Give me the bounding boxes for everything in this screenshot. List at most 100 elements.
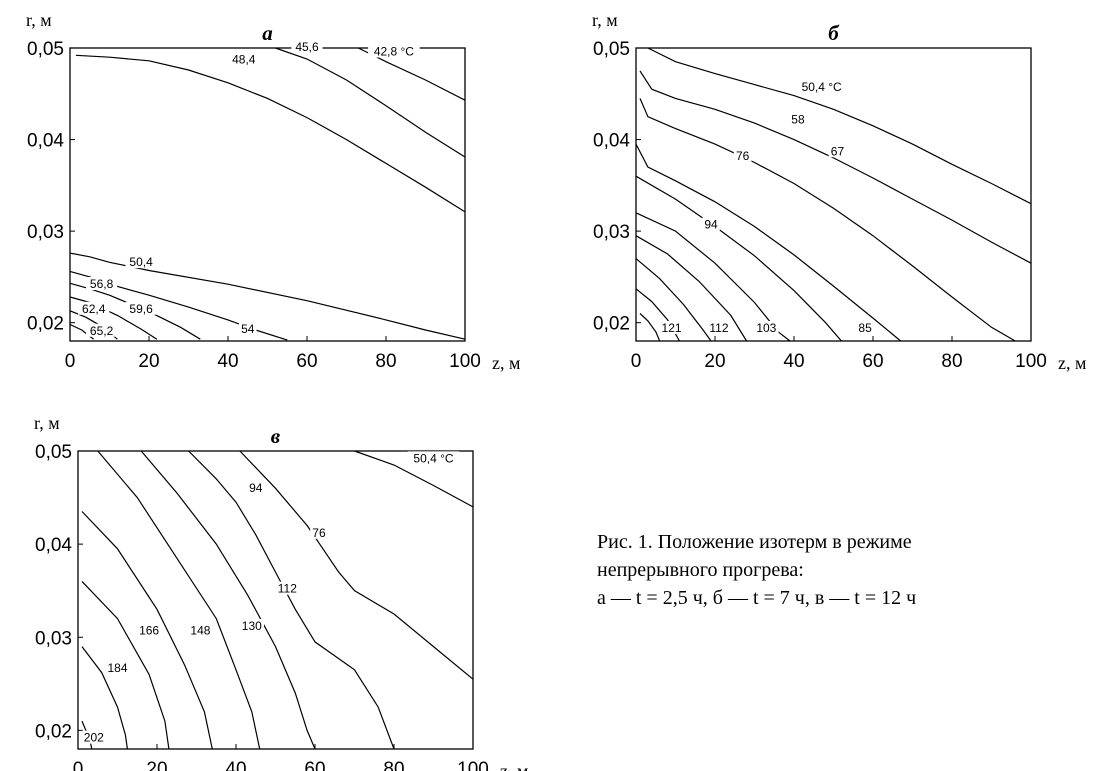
figure-caption: Рис. 1. Положение изотерм в режиме непре… [597,528,1099,612]
isotherm-line [639,70,1032,264]
panel-title: а [262,21,273,45]
isotherm-line [647,47,1032,205]
y-tick-label: 0,05 [27,39,64,60]
x-tick-label: 100 [457,759,489,771]
isotherm-line [140,450,316,750]
contour-label-bg [125,255,157,269]
contour-label-bg [246,481,265,495]
panel-0: а 0 20 40 60 80 100 0,02 0,03 0,04 0,05 r, м z, м 42,… [26,10,520,373]
y-axis-label: r, м [592,10,618,30]
contour-label-bg [238,321,257,335]
contour-label: 112 [278,582,297,596]
contour-label: 65,2 [90,324,114,338]
contour-label: 48,4 [232,53,256,67]
plot-frame [635,47,1032,342]
contour-label: 42,8 °C [374,44,414,58]
contour-label: 50,4 °C [802,80,842,94]
y-tick-label: 0,03 [27,222,64,243]
contour-label-bg [78,301,110,315]
contour-label-bg [856,321,874,335]
x-tick-label: 100 [1015,351,1047,372]
isotherm-line [81,580,170,750]
x-tick-label: 60 [862,351,883,372]
isotherm-line [354,450,474,508]
x-axis-label: z, м [500,761,528,771]
plot-frame [69,47,466,342]
contour-label-bg [789,112,807,126]
contour-label-bg [239,618,264,632]
contour-label: 54 [241,322,255,336]
isotherm-line [69,252,466,340]
contour-label-bg [795,80,848,94]
x-tick-label: 0 [65,351,76,372]
contour-label-bg [828,144,847,158]
x-tick-label: 80 [383,759,404,771]
panel-title: в [271,424,281,448]
isotherm-line [635,212,791,342]
contour-label: 94 [249,481,263,495]
x-tick-label: 80 [941,351,962,372]
isotherm-line [81,511,213,750]
panel-2: в 0 20 40 60 80 100 0,02 0,03 0,04 0,05 r, м z, м 50,… [34,413,528,771]
y-axis-label: r, м [34,413,60,433]
isotherm-line [69,296,158,340]
y-tick-label: 0,02 [593,314,630,335]
caption-line-3: а — t = 2,5 ч, б — t = 7 ч, в — t = 12 ч [597,587,917,609]
contour-label-bg [275,581,300,595]
x-tick-label: 60 [296,351,317,372]
plot-frame [77,450,474,750]
contour-label-bg [754,321,779,335]
isotherm-line [635,235,748,342]
contour-label-bg [86,277,118,291]
y-tick-label: 0,04 [27,131,64,152]
x-tick-label: 20 [146,759,167,771]
contour-label: 67 [831,144,845,158]
contour-label-bg [659,321,684,335]
isotherm-line [635,175,842,342]
y-tick-label: 0,05 [593,39,630,60]
contour-label: 148 [190,624,210,638]
x-tick-label: 40 [217,351,238,372]
isotherm-line [69,323,95,340]
isotherm-line [635,258,712,342]
contour-label-bg [228,52,260,66]
contour-label-bg [136,623,162,637]
contour-label-bg [368,44,420,58]
contour-label: 202 [84,731,104,745]
isotherm-line [239,450,474,680]
contour-label-bg [86,323,118,337]
contour-label-bg [81,730,106,744]
contour-label: 184 [107,661,127,675]
x-tick-label: 20 [138,351,159,372]
contour-label-bg [188,623,213,637]
x-tick-label: 80 [375,351,396,372]
contour-label: 76 [736,149,750,163]
contour-label: 45,6 [295,40,319,54]
contour-label-bg [702,217,720,231]
caption-line-2: непрерывного прогрева: [597,559,804,581]
contour-label: 50,4 [129,255,153,269]
isotherm-line [275,47,466,158]
x-tick-label: 0 [73,759,84,771]
x-tick-label: 0 [631,351,642,372]
contour-label-bg [125,301,157,315]
panel-1: б 0 20 40 60 80 100 0,02 0,03 0,04 0,05 r, м z, м 50,… [592,10,1086,373]
contour-label: 59,6 [129,302,153,316]
isotherm-line [75,54,466,213]
contour-label-bg [407,451,460,465]
contour-label-bg [310,525,328,539]
y-tick-label: 0,02 [35,721,72,742]
caption-line-1: Рис. 1. Положение изотерм в режиме [597,531,912,553]
contour-label-bg [706,321,732,335]
contour-label-bg [105,660,130,674]
y-tick-label: 0,02 [27,314,64,335]
y-tick-label: 0,03 [35,628,72,649]
y-tick-label: 0,04 [593,131,630,152]
contour-label: 56,8 [90,277,114,291]
x-tick-label: 100 [449,351,481,372]
x-tick-label: 40 [225,759,246,771]
x-tick-label: 60 [304,759,325,771]
contour-label-bg [291,39,323,53]
isotherm-line [97,450,261,750]
